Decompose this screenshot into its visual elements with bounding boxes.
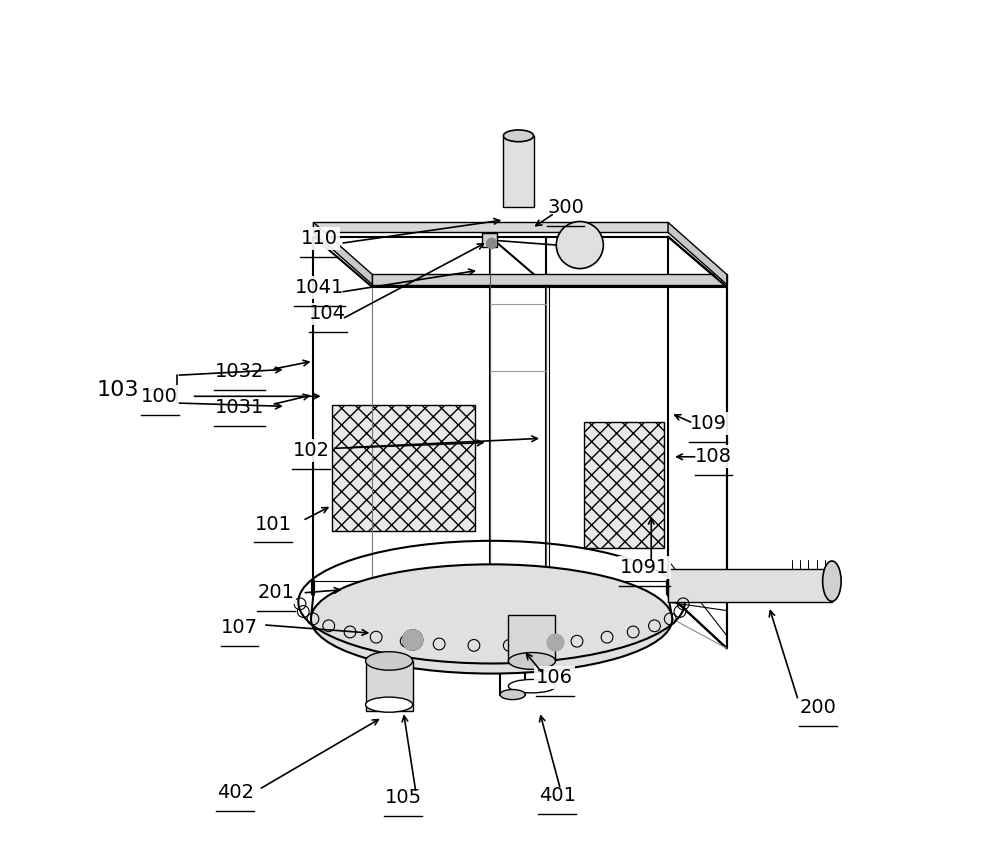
Polygon shape	[313, 223, 372, 285]
Text: 402: 402	[217, 783, 254, 803]
Text: 106: 106	[536, 668, 573, 687]
Polygon shape	[313, 223, 668, 233]
Text: 1031: 1031	[215, 398, 264, 416]
Text: 108: 108	[695, 448, 732, 466]
Text: 1091: 1091	[620, 558, 669, 577]
Text: 100: 100	[141, 387, 178, 405]
Polygon shape	[372, 275, 727, 285]
Circle shape	[547, 634, 564, 651]
Text: 200: 200	[799, 698, 836, 717]
Circle shape	[487, 239, 497, 249]
Text: 104: 104	[309, 304, 346, 324]
Ellipse shape	[508, 652, 555, 669]
Bar	[482, 234, 497, 247]
Ellipse shape	[508, 679, 555, 693]
Ellipse shape	[366, 652, 413, 670]
Text: 110: 110	[301, 228, 338, 248]
Ellipse shape	[366, 697, 413, 712]
Text: 102: 102	[292, 442, 329, 460]
Text: 107: 107	[221, 618, 258, 636]
Text: 300: 300	[547, 198, 584, 217]
Text: 1041: 1041	[295, 277, 344, 297]
Text: 109: 109	[690, 414, 727, 432]
Circle shape	[403, 630, 423, 650]
Bar	[584, 422, 664, 548]
Circle shape	[404, 631, 421, 648]
Bar	[332, 405, 475, 531]
Ellipse shape	[500, 690, 525, 700]
Text: 1032: 1032	[215, 362, 264, 380]
Circle shape	[556, 222, 603, 269]
Text: 201: 201	[257, 583, 294, 603]
Ellipse shape	[503, 130, 534, 142]
Text: 103: 103	[96, 379, 139, 400]
Text: 401: 401	[539, 786, 576, 805]
Polygon shape	[668, 223, 727, 285]
Ellipse shape	[823, 561, 841, 601]
Text: 101: 101	[255, 514, 292, 534]
Ellipse shape	[311, 564, 672, 674]
Bar	[668, 568, 832, 602]
Bar	[366, 661, 413, 711]
Bar	[508, 615, 555, 661]
Bar	[503, 136, 534, 207]
Text: 105: 105	[385, 788, 422, 808]
Circle shape	[403, 630, 423, 650]
